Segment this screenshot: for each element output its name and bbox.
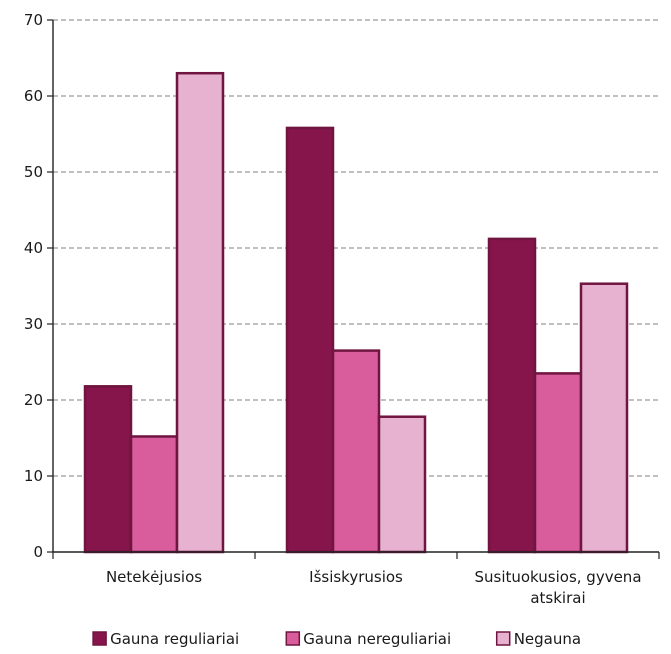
- x-category-label-line: atskirai: [530, 589, 585, 607]
- legend-label: Gauna reguliariai: [110, 630, 239, 648]
- bar: [83, 385, 133, 554]
- y-tick-label: 0: [33, 543, 43, 561]
- bar: [129, 435, 179, 554]
- x-category-label-line: Netekėjusios: [106, 568, 202, 586]
- bar: [487, 237, 537, 554]
- x-category-label: Netekėjusios: [106, 568, 202, 586]
- legend: Gauna reguliariai Gauna nereguliariai Nega…: [92, 630, 581, 648]
- x-category-label-line: Išsiskyrusios: [309, 568, 403, 586]
- y-tick-label: 70: [24, 11, 43, 29]
- y-tick-label: 30: [24, 315, 43, 333]
- legend-swatch: [92, 631, 107, 646]
- legend-label: Gauna nereguliariai: [303, 630, 451, 648]
- y-tick-label: 50: [24, 163, 43, 181]
- x-category-label-line: Susituokusios, gyvena: [474, 568, 641, 586]
- y-tick-label: 20: [24, 391, 43, 409]
- legend-label: Negauna: [514, 630, 581, 648]
- x-axis-labels: Netekėjusios Išsiskyrusios Susituokusios, …: [106, 568, 642, 607]
- bar: [175, 71, 225, 554]
- y-tick-label: 40: [24, 239, 43, 257]
- legend-swatch: [495, 631, 511, 646]
- bars: [83, 71, 629, 554]
- bar: [285, 126, 335, 554]
- legend-swatch: [285, 631, 301, 646]
- bar: [331, 349, 381, 554]
- bar: [377, 415, 427, 554]
- bar: [579, 282, 629, 554]
- bar: [533, 372, 583, 554]
- y-axis-ticks: 0 10 20 30 40 50 60 70: [24, 11, 53, 561]
- y-tick-label: 10: [24, 467, 43, 485]
- y-tick-label: 60: [24, 87, 43, 105]
- x-category-label: Išsiskyrusios: [309, 568, 403, 586]
- x-category-label: Susituokusios, gyvena atskirai: [474, 568, 641, 607]
- axes: [52, 20, 660, 559]
